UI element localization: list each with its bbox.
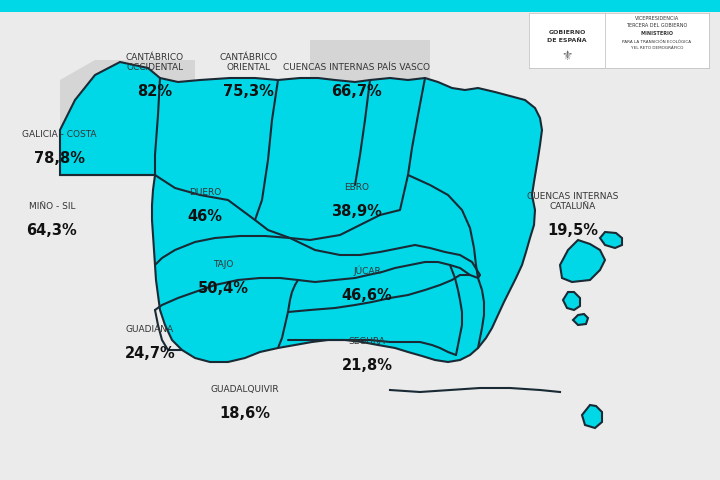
Text: GALICIA - COSTA: GALICIA - COSTA <box>22 130 96 139</box>
Text: DE ESPAÑA: DE ESPAÑA <box>547 38 587 43</box>
Text: CANTÁBRICO
OCCIDENTAL: CANTÁBRICO OCCIDENTAL <box>126 53 184 72</box>
Text: 46%: 46% <box>188 209 222 224</box>
Text: PARA LA TRANSICIÓN ECOLÓGICA: PARA LA TRANSICIÓN ECOLÓGICA <box>622 40 692 44</box>
Text: MINISTERIO: MINISTERIO <box>641 31 673 36</box>
Text: VICEPRESIDENCIA: VICEPRESIDENCIA <box>635 16 679 21</box>
Text: MIÑO - SIL: MIÑO - SIL <box>29 202 75 211</box>
Text: 64,3%: 64,3% <box>27 223 77 238</box>
Polygon shape <box>60 60 195 175</box>
Text: 21,8%: 21,8% <box>342 358 392 372</box>
Text: 18,6%: 18,6% <box>220 406 270 420</box>
Text: JÚCAR: JÚCAR <box>354 265 381 276</box>
Text: CANTÁBRICO
ORIENTAL: CANTÁBRICO ORIENTAL <box>220 53 277 72</box>
Text: CUENCAS INTERNAS
CATALUÑA: CUENCAS INTERNAS CATALUÑA <box>527 192 618 211</box>
Text: EBRO: EBRO <box>344 183 369 192</box>
Text: SEGURA: SEGURA <box>348 336 386 346</box>
Text: 46,6%: 46,6% <box>342 288 392 303</box>
Text: TERCERA DEL GOBIERNO: TERCERA DEL GOBIERNO <box>626 23 688 28</box>
Text: 24,7%: 24,7% <box>125 346 175 360</box>
Text: GOBIERNO: GOBIERNO <box>549 30 585 35</box>
Text: GUADALQUIVIR: GUADALQUIVIR <box>210 384 279 394</box>
Text: Y EL RETO DEMOGRÁFICO: Y EL RETO DEMOGRÁFICO <box>630 46 684 50</box>
Text: TAJO: TAJO <box>213 260 233 269</box>
Polygon shape <box>310 40 430 140</box>
Polygon shape <box>60 62 542 362</box>
Polygon shape <box>560 240 605 282</box>
Polygon shape <box>582 405 602 428</box>
Bar <box>0 0 720 12</box>
Text: 82%: 82% <box>138 84 172 99</box>
Text: 19,5%: 19,5% <box>547 223 598 238</box>
Text: GUADIANA: GUADIANA <box>126 324 174 334</box>
Polygon shape <box>563 292 580 310</box>
Text: 78,8%: 78,8% <box>34 151 84 166</box>
Text: 66,7%: 66,7% <box>331 84 382 99</box>
Text: ⚜: ⚜ <box>562 49 572 62</box>
Text: 50,4%: 50,4% <box>198 281 248 296</box>
Polygon shape <box>573 314 588 325</box>
Text: 75,3%: 75,3% <box>223 84 274 99</box>
Text: DUERO: DUERO <box>189 188 221 197</box>
Polygon shape <box>600 232 622 248</box>
Text: CUENCAS INTERNAS PAÍS VASCO: CUENCAS INTERNAS PAÍS VASCO <box>283 63 430 72</box>
Text: 38,9%: 38,9% <box>331 204 382 219</box>
